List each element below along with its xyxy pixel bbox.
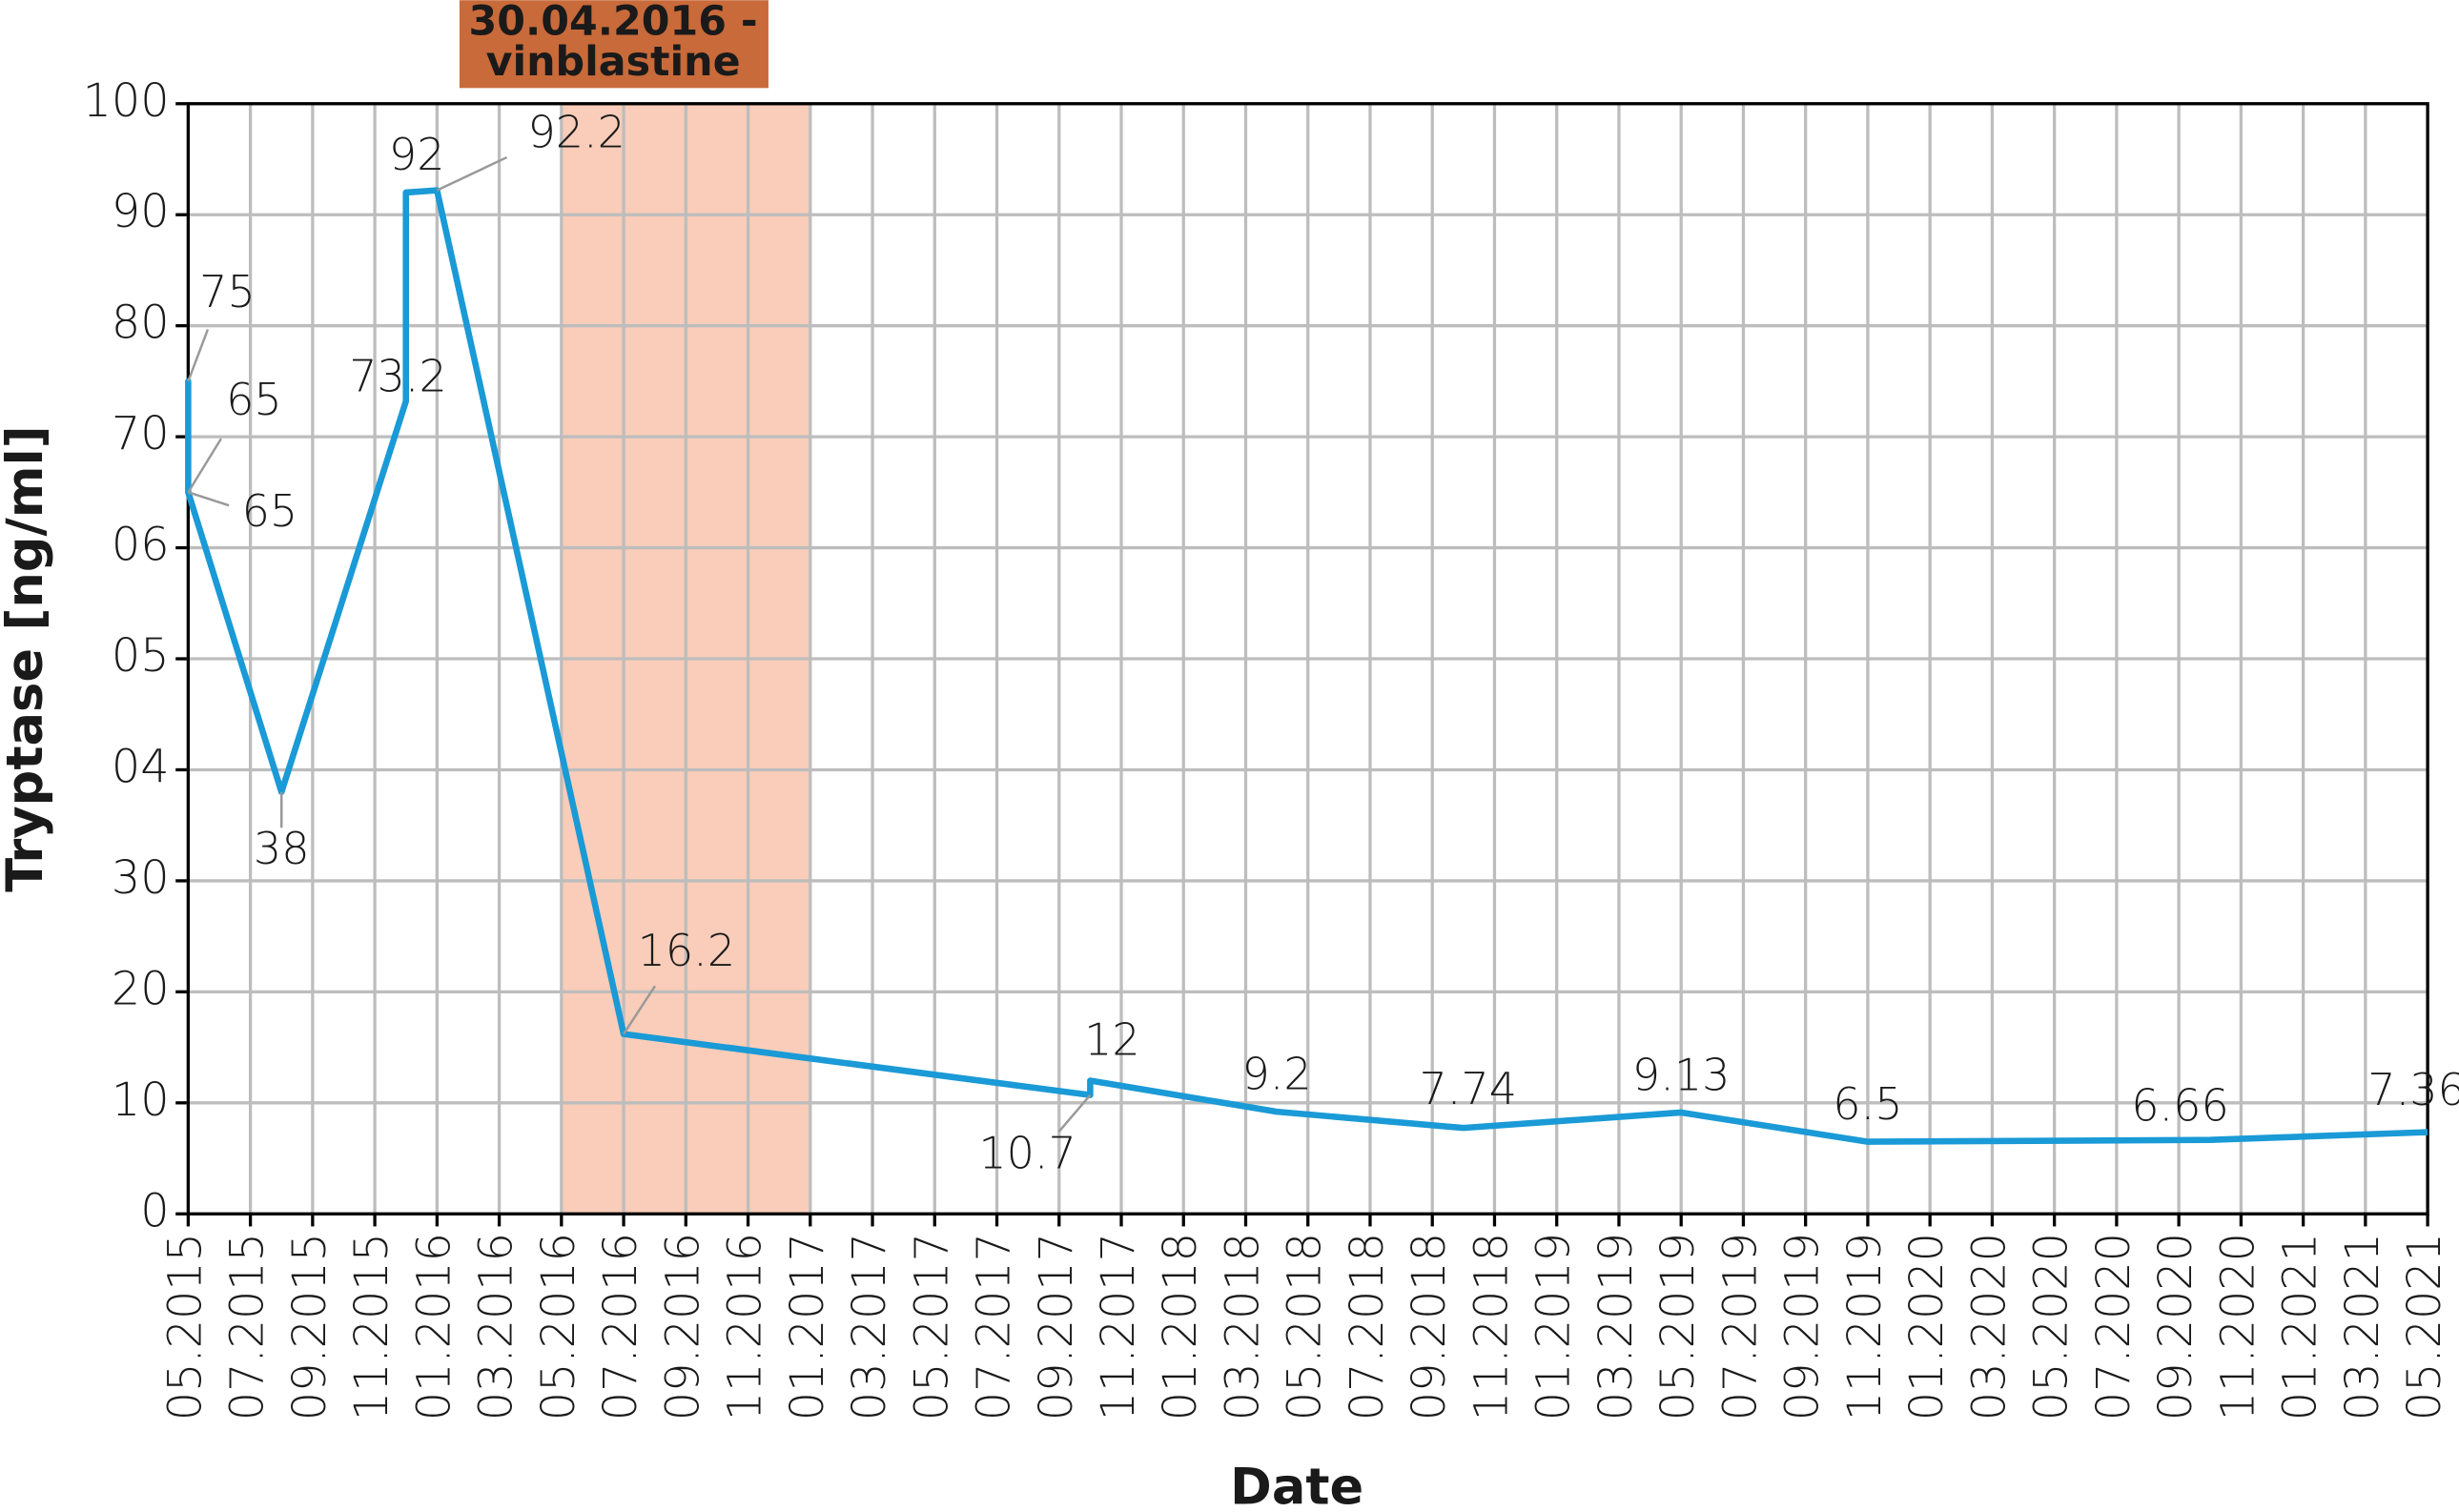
data-label: 92 [389,129,445,180]
x-tick-label: 09.2020 [2150,1233,2203,1420]
x-tick-label: 05.2021 [2399,1233,2451,1420]
x-tick-label: 07.2020 [2088,1233,2141,1420]
y-tick-label: 10 [112,1074,170,1127]
x-tick-label: 01.2019 [1528,1233,1581,1420]
annotation-text: 30.04.2016 - [469,0,758,45]
x-tick-label: 09.2018 [1404,1233,1456,1420]
x-tick-label: 07.2019 [1714,1233,1767,1420]
data-line [185,187,2428,1145]
data-label: 65 [242,485,298,537]
x-tick-label: 07.2017 [969,1233,1021,1420]
x-tick-label: 01.2018 [1155,1233,1207,1420]
annotation-box [459,0,768,89]
x-tick-label: 11.2017 [1093,1233,1145,1420]
x-tick-label: 05.2015 [159,1233,212,1420]
leader-line [1057,1093,1092,1133]
x-tick-label: 11.2018 [1465,1233,1518,1420]
x-tick-label: 01.2021 [2275,1233,2327,1420]
y-tick-label: 90 [112,186,170,238]
data-label: 16.2 [638,925,736,976]
data-label: 6.66 [2131,1079,2229,1131]
x-tick-label: 07.2016 [595,1233,647,1420]
y-tick-label: 0 [140,1185,169,1237]
leader-line [187,329,210,382]
x-tick-label: 11.2020 [2212,1233,2264,1420]
leader-line [187,491,230,507]
x-tick-label: 11.2015 [346,1233,399,1420]
x-tick-label: 09.2017 [1031,1233,1083,1420]
y-tick-label: 05 [112,630,170,683]
y-tick-label: 20 [112,963,170,1015]
data-label: 9.13 [1632,1049,1731,1100]
x-axis-title: Date [1230,1458,1363,1512]
x-tick-label: 03.2021 [2337,1233,2389,1420]
x-tick-label: 03.2016 [471,1233,523,1420]
x-tick-label: 09.2015 [284,1233,337,1420]
plot-frame [186,102,2429,1216]
x-tick-label: 01.2020 [1901,1233,1954,1420]
data-label: 92.2 [527,107,625,158]
annotation-text: vinblastine [486,38,741,86]
y-axis-title: Tryptase [ng/ml] [0,425,54,891]
data-label: 12 [1084,1014,1140,1066]
y-tick-label: 100 [83,75,170,128]
x-tick-label: 03.2019 [1590,1233,1643,1420]
leader-line [187,438,222,493]
x-tick-label: 09.2016 [657,1233,709,1420]
data-label: 7.36 [2367,1064,2459,1115]
x-tick-label: 11.2016 [720,1233,772,1420]
x-tick-label: 01.2017 [782,1233,834,1420]
x-tick-label: 03.2020 [1963,1233,2016,1420]
x-tick-label: 05.2016 [533,1233,585,1420]
x-tick-label: 07.2018 [1342,1233,1394,1420]
x-tick-label: 05.2017 [906,1233,958,1420]
y-tick-label: 80 [112,297,170,350]
y-tick-label: 06 [112,520,170,572]
data-label: 65 [226,374,282,425]
x-tick-label: 11.2019 [1839,1233,1892,1420]
x-tick-label: 03.2017 [844,1233,896,1420]
data-label: 75 [199,266,256,317]
y-tick-label: 04 [112,741,170,793]
data-label: 10.7 [978,1127,1076,1178]
x-tick-label: 03.2018 [1217,1233,1269,1420]
y-tick-label: 30 [112,852,170,905]
data-label: 38 [254,823,310,874]
leader-line [623,985,656,1035]
x-tick-label: 01.2016 [408,1233,461,1420]
data-label: 73.2 [349,350,447,401]
x-tick-label: 07.2015 [222,1233,275,1420]
data-label: 7.74 [1420,1063,1518,1114]
y-tick-label: 70 [112,408,170,460]
x-tick-label: 05.2019 [1652,1233,1705,1420]
leader-line [436,155,508,192]
data-label: 9.2 [1242,1048,1312,1099]
x-tick-label: 05.2020 [2026,1233,2079,1420]
x-tick-label: 09.2019 [1777,1233,1830,1420]
x-tick-label: 05.2018 [1280,1233,1332,1420]
data-label: 6.5 [1833,1078,1902,1130]
